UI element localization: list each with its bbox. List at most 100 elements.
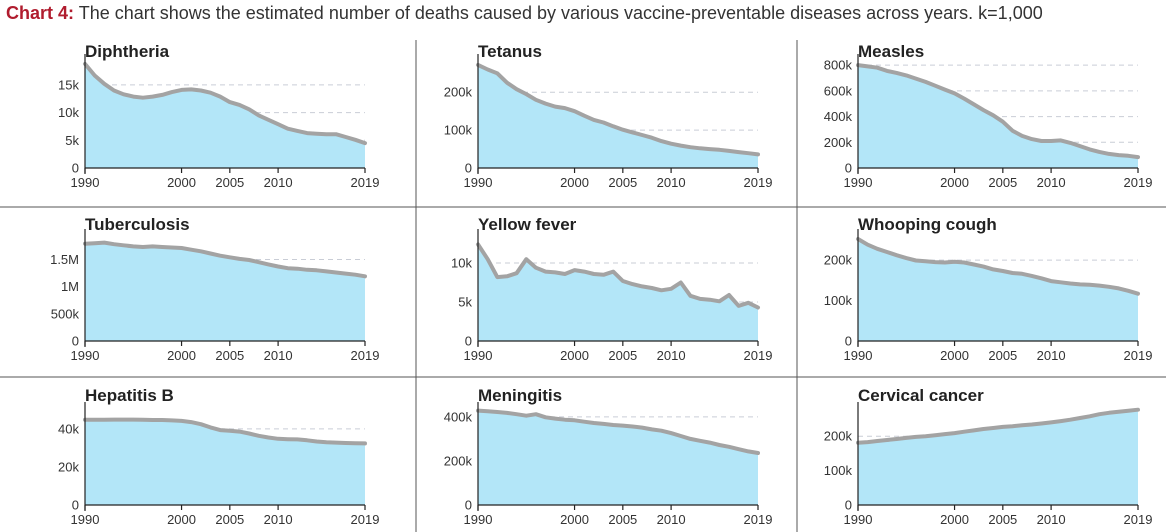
y-tick-label: 1M	[61, 279, 79, 294]
x-tick-label: 2000	[167, 175, 196, 190]
panel-meningitis: Meningitis 0 200k 400k 1990 2000 2005 2010 2019	[444, 386, 773, 527]
x-tick-label: 2010	[657, 348, 686, 363]
x-tick-label: 1990	[71, 348, 100, 363]
series-line	[83, 240, 367, 279]
x-tick-label: 1990	[844, 175, 873, 190]
series-line	[83, 61, 367, 146]
y-tick-label: 20k	[58, 459, 79, 474]
y-tick-label: 100k	[824, 463, 853, 478]
x-tick-label: 2000	[560, 348, 589, 363]
panel-yellow-fever: Yellow fever 0 5k 10k 1990 2000 2005 2010 2019	[451, 215, 772, 363]
panel-title: Measles	[858, 42, 924, 61]
x-tick-label: 2005	[608, 175, 637, 190]
x-tick-label: 2019	[744, 348, 773, 363]
y-tick-label: 5k	[458, 295, 472, 310]
x-tick-label: 2005	[215, 175, 244, 190]
panel-title: Hepatitis B	[85, 386, 174, 405]
y-tick-label: 0	[845, 161, 852, 176]
x-tick-label: 2010	[657, 175, 686, 190]
y-tick-label: 400k	[824, 109, 853, 124]
x-tick-label: 2005	[215, 512, 244, 527]
area-fill	[858, 239, 1138, 341]
x-tick-label: 2005	[608, 348, 637, 363]
y-tick-label: 800k	[824, 58, 853, 73]
panel-diphtheria: Diphtheria 0 5k 10k 15k 1990 2000 2005 2010 2019	[58, 42, 379, 190]
x-tick-label: 2005	[988, 175, 1017, 190]
x-tick-label: 1990	[844, 512, 873, 527]
x-tick-label: 2019	[1124, 512, 1153, 527]
chart-label: Chart 4:	[6, 3, 75, 23]
area-fill	[858, 409, 1138, 505]
y-tick-label: 0	[72, 334, 79, 349]
area-fill	[478, 244, 758, 341]
x-tick-label: 2005	[988, 512, 1017, 527]
panel-title: Tetanus	[478, 42, 542, 61]
panel-title: Cervical cancer	[858, 386, 984, 405]
y-tick-label: 100k	[444, 123, 473, 138]
y-tick-label: 200k	[824, 429, 853, 444]
x-tick-label: 2005	[988, 348, 1017, 363]
panel-title: Tuberculosis	[85, 215, 190, 234]
x-tick-label: 2019	[351, 512, 380, 527]
y-tick-label: 40k	[58, 421, 79, 436]
y-tick-label: 200k	[824, 135, 853, 150]
y-tick-label: 0	[465, 498, 472, 513]
panel-hepatitis-b: Hepatitis B 0 20k 40k 1990 2000 2005 2010 2019	[58, 386, 379, 527]
series-line	[476, 62, 760, 157]
y-tick-label: 500k	[51, 306, 80, 321]
panel-title: Yellow fever	[478, 215, 577, 234]
x-tick-label: 2010	[264, 348, 293, 363]
x-tick-label: 2010	[1037, 175, 1066, 190]
x-tick-label: 2019	[351, 348, 380, 363]
panel-tuberculosis: Tuberculosis 0 500k 1M 1.5M 1990 2000 2005 2010 2…	[50, 215, 379, 363]
x-tick-label: 2000	[940, 512, 969, 527]
y-tick-label: 0	[845, 334, 852, 349]
series-line	[856, 237, 1140, 296]
x-tick-label: 2019	[744, 175, 773, 190]
series-line	[476, 242, 760, 310]
area-fill	[85, 63, 365, 168]
panel-measles: Measles 0 200k 400k 600k 800k 1990 2000 2005 2010…	[824, 42, 1153, 190]
x-tick-label: 2000	[560, 512, 589, 527]
area-fill	[478, 64, 758, 168]
x-tick-label: 2010	[1037, 348, 1066, 363]
series-line	[856, 407, 1140, 445]
x-tick-label: 2010	[657, 512, 686, 527]
x-tick-label: 2019	[744, 512, 773, 527]
panel-tetanus: Tetanus 0 100k 200k 1990 2000 2005 2010 2019	[444, 42, 773, 190]
x-tick-label: 2010	[264, 175, 293, 190]
x-tick-label: 2005	[215, 348, 244, 363]
y-tick-label: 15k	[58, 77, 79, 92]
x-tick-label: 2019	[1124, 348, 1153, 363]
y-tick-label: 0	[465, 161, 472, 176]
series-line	[476, 408, 760, 455]
x-tick-label: 1990	[464, 512, 493, 527]
x-tick-label: 2000	[940, 175, 969, 190]
chart-caption: Chart 4: The chart shows the estimated n…	[6, 3, 1043, 24]
x-tick-label: 2000	[167, 348, 196, 363]
y-tick-label: 400k	[444, 409, 473, 424]
x-tick-label: 1990	[71, 175, 100, 190]
y-tick-label: 200k	[824, 253, 853, 268]
y-tick-label: 5k	[65, 133, 79, 148]
y-tick-label: 0	[72, 498, 79, 513]
x-tick-label: 2019	[351, 175, 380, 190]
panel-whooping-cough: Whooping cough 0 100k 200k 1990 2000 2005 2010 2…	[824, 215, 1153, 363]
x-tick-label: 2010	[264, 512, 293, 527]
y-tick-label: 0	[72, 161, 79, 176]
y-tick-label: 0	[845, 498, 852, 513]
panel-cervical-cancer: Cervical cancer 0 100k 200k 1990 2000 2005 2010…	[824, 386, 1153, 527]
x-tick-label: 1990	[71, 512, 100, 527]
panel-title: Whooping cough	[858, 215, 997, 234]
x-tick-label: 2005	[608, 512, 637, 527]
y-tick-label: 10k	[451, 256, 472, 271]
chart-description: The chart shows the estimated number of …	[78, 3, 1043, 23]
y-tick-label: 10k	[58, 105, 79, 120]
x-tick-label: 1990	[464, 348, 493, 363]
area-fill	[478, 410, 758, 505]
area-fill	[85, 242, 365, 341]
y-tick-label: 600k	[824, 83, 853, 98]
y-tick-label: 100k	[824, 293, 853, 308]
y-tick-label: 0	[465, 334, 472, 349]
